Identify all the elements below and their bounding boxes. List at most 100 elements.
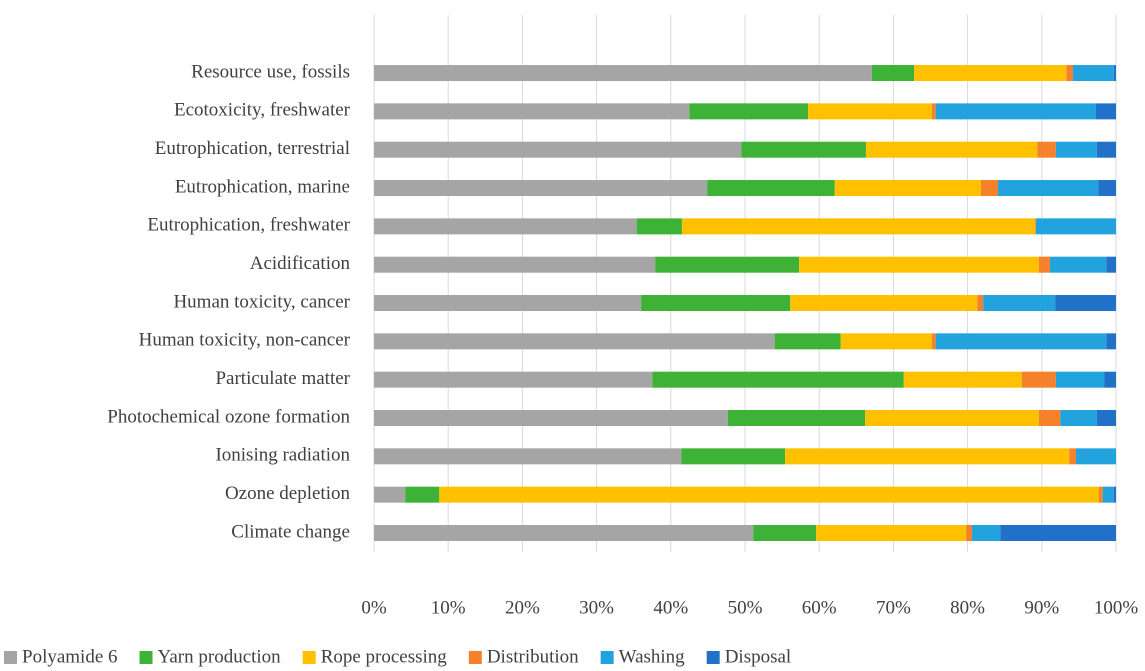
x-tick-label: 10% bbox=[431, 597, 466, 618]
legend-swatch bbox=[4, 651, 17, 664]
legend-label: Disposal bbox=[725, 646, 792, 667]
bar-segment bbox=[652, 371, 904, 388]
bar-segment bbox=[931, 103, 936, 120]
y-tick-label: Eutrophication, freshwater bbox=[147, 215, 350, 236]
x-tick-label: 90% bbox=[1024, 597, 1059, 618]
bar-segment bbox=[834, 180, 981, 197]
legend-label: Distribution bbox=[487, 646, 579, 667]
bar-segment bbox=[1021, 371, 1056, 388]
bar-segment bbox=[374, 295, 642, 312]
bar-segment bbox=[1035, 218, 1036, 235]
bar-segment bbox=[689, 103, 809, 120]
bar-segment bbox=[1000, 525, 1116, 541]
y-tick-label: Eutrophication, terrestrial bbox=[155, 138, 350, 159]
bar-segment bbox=[980, 180, 999, 197]
bar-segment bbox=[1055, 371, 1105, 388]
bar-segment bbox=[374, 448, 682, 465]
bar-segment bbox=[931, 333, 936, 350]
bar-segment bbox=[1113, 65, 1116, 82]
y-tick-label: Resource use, fossils bbox=[191, 61, 350, 82]
bar-segment bbox=[1102, 486, 1114, 503]
legend-swatch bbox=[706, 651, 720, 664]
bar-segment bbox=[1106, 256, 1116, 273]
bar-segment bbox=[1035, 218, 1116, 235]
bar-segment bbox=[1055, 295, 1116, 312]
bar-segment bbox=[790, 295, 978, 312]
y-tick-label: Climate change bbox=[231, 521, 350, 542]
bar-segment bbox=[914, 65, 1067, 82]
bar-segment bbox=[1106, 333, 1116, 350]
bar-segment bbox=[1066, 65, 1073, 82]
bar-segment bbox=[374, 103, 690, 120]
bar-segment bbox=[1069, 448, 1076, 465]
bar-segment bbox=[903, 371, 1022, 388]
bar-segment bbox=[405, 486, 440, 503]
legend-swatch bbox=[600, 651, 614, 664]
bar-segment bbox=[1104, 371, 1116, 388]
bar-segment bbox=[799, 256, 1039, 273]
bar-segment bbox=[865, 141, 1038, 158]
y-tick-label: Photochemical ozone formation bbox=[107, 406, 350, 427]
bar-segment bbox=[753, 525, 817, 541]
bar-segment bbox=[1096, 410, 1116, 427]
bar-segment bbox=[935, 333, 1107, 350]
bar-segment bbox=[977, 295, 984, 312]
x-tick-label: 20% bbox=[505, 597, 540, 618]
y-tick-label: Particulate matter bbox=[215, 368, 350, 389]
bar-segment bbox=[439, 486, 1099, 503]
bar-segment bbox=[374, 525, 754, 541]
bar-segment bbox=[983, 295, 1056, 312]
bar-segment bbox=[808, 103, 932, 120]
bar-segment bbox=[1098, 486, 1103, 503]
legend-label: Polyamide 6 bbox=[22, 646, 118, 667]
bar-segment bbox=[865, 410, 1039, 427]
bar-segment bbox=[972, 525, 1001, 541]
bar-segment bbox=[1060, 410, 1097, 427]
bar-segment bbox=[1038, 410, 1061, 427]
y-tick-label: Eutrophication, marine bbox=[175, 176, 350, 197]
x-tick-label: 30% bbox=[579, 597, 614, 618]
bar-segment bbox=[1075, 448, 1116, 465]
bar-segment bbox=[374, 218, 637, 235]
bar-segment bbox=[374, 410, 728, 427]
bar-segment bbox=[681, 218, 1036, 235]
bar-segment bbox=[774, 333, 841, 350]
bar-segment bbox=[1113, 486, 1116, 503]
bar-segment bbox=[1096, 141, 1116, 158]
bar-segment bbox=[1055, 141, 1097, 158]
bar-segment bbox=[1098, 180, 1116, 197]
bar-segment bbox=[374, 486, 406, 503]
legend-label: Rope processing bbox=[321, 646, 448, 667]
bar-segment bbox=[998, 180, 1099, 197]
y-tick-label: Human toxicity, cancer bbox=[173, 291, 350, 312]
bar-segment bbox=[374, 141, 742, 158]
y-tick-label: Ionising radiation bbox=[215, 445, 350, 466]
bar-segment bbox=[641, 295, 791, 312]
bar-segment bbox=[1072, 65, 1114, 82]
bar-segment bbox=[871, 65, 915, 82]
bar-segment bbox=[1038, 256, 1050, 273]
x-tick-label: 70% bbox=[876, 597, 911, 618]
bar-segment bbox=[816, 525, 967, 541]
bar-segment bbox=[1049, 256, 1107, 273]
y-tick-label: Acidification bbox=[250, 253, 351, 274]
bar-segment bbox=[741, 141, 866, 158]
bar-segment bbox=[840, 333, 932, 350]
bar-segment bbox=[655, 256, 800, 273]
bar-segment bbox=[727, 410, 866, 427]
y-tick-label: Ozone depletion bbox=[225, 483, 351, 504]
x-tick-label: 60% bbox=[802, 597, 837, 618]
bar-segment bbox=[374, 333, 775, 350]
bar-segment bbox=[374, 180, 708, 197]
legend-label: Yarn production bbox=[158, 646, 282, 667]
bar-segment bbox=[1095, 103, 1116, 120]
bar-segment bbox=[681, 448, 786, 465]
bar-segment bbox=[636, 218, 682, 235]
bar-segment bbox=[707, 180, 835, 197]
y-tick-label: Ecotoxicity, freshwater bbox=[174, 100, 351, 121]
bar-segment bbox=[1037, 141, 1056, 158]
legend-swatch bbox=[139, 651, 153, 664]
x-tick-label: 0% bbox=[361, 597, 387, 618]
legend-swatch bbox=[468, 651, 482, 664]
